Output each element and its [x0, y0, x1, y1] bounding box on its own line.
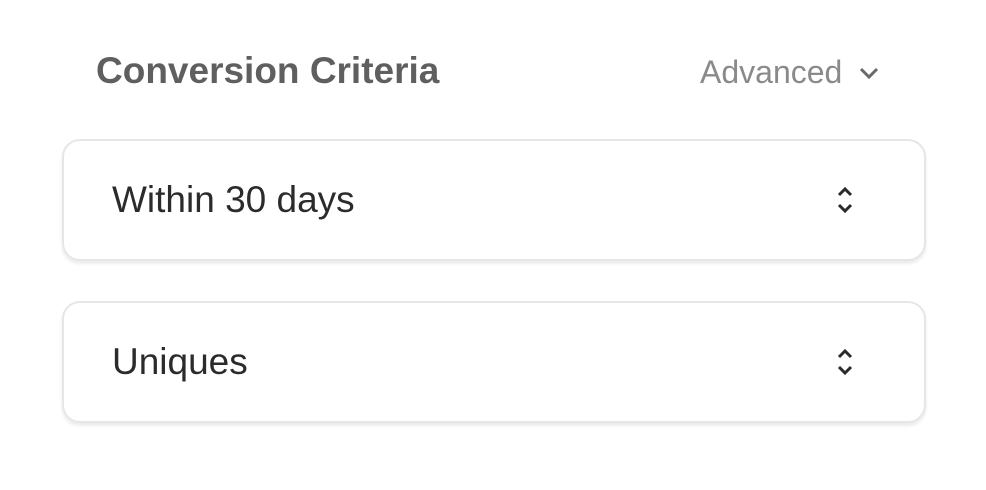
up-down-chevron-icon [837, 186, 853, 214]
select-value: Uniques [112, 341, 248, 382]
counting-method-select[interactable]: Uniques [62, 301, 926, 423]
advanced-label: Advanced [700, 54, 843, 90]
up-down-chevron-icon [837, 348, 853, 376]
chevron-down-icon [860, 67, 879, 79]
conversion-window-select[interactable]: Within 30 days [62, 139, 926, 261]
advanced-toggle[interactable]: Advanced [700, 54, 880, 91]
select-value: Within 30 days [112, 179, 355, 220]
section-title: Conversion Criteria [96, 50, 440, 91]
